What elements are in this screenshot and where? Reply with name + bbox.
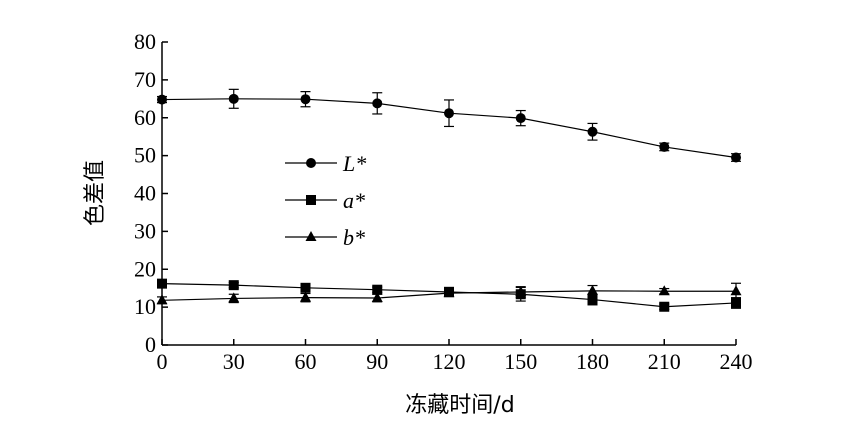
legend-label: a* bbox=[343, 188, 365, 213]
legend-label: L* bbox=[342, 151, 366, 176]
legend-marker bbox=[306, 158, 316, 168]
y-tick-label: 10 bbox=[134, 294, 156, 319]
data-point bbox=[228, 93, 239, 104]
data-point bbox=[515, 113, 526, 124]
legend-item: b* bbox=[285, 225, 365, 250]
x-tick-label: 180 bbox=[576, 349, 609, 374]
data-point bbox=[444, 108, 454, 119]
data-point bbox=[587, 294, 598, 305]
data-point bbox=[300, 282, 311, 293]
legend-marker bbox=[305, 231, 317, 241]
legend-item: a* bbox=[285, 188, 365, 213]
y-axis-title: 色差值 bbox=[83, 160, 108, 226]
data-point bbox=[157, 278, 167, 289]
axes: 0 10 20 30 40 50 60 70 80 0 30 60 90 120 150 180 210 240 bbox=[134, 29, 753, 374]
x-tick-label: 150 bbox=[504, 349, 537, 374]
series-1 bbox=[157, 88, 741, 163]
data-point bbox=[228, 280, 239, 291]
x-tick-label: 30 bbox=[223, 349, 245, 374]
data-point bbox=[300, 94, 311, 105]
data-point bbox=[372, 98, 383, 109]
data-point bbox=[587, 284, 598, 295]
y-tick-label: 60 bbox=[134, 105, 156, 130]
data-point bbox=[515, 285, 527, 296]
x-tick-label: 240 bbox=[720, 349, 753, 374]
x-tick-label: 0 bbox=[157, 349, 168, 374]
y-tick-label: 40 bbox=[134, 181, 156, 206]
y-tick-label: 30 bbox=[134, 218, 156, 243]
x-tick-label: 120 bbox=[433, 349, 466, 374]
x-tick-label: 210 bbox=[648, 349, 681, 374]
data-point bbox=[730, 285, 742, 296]
data-point bbox=[371, 292, 383, 303]
legend-item: L* bbox=[285, 151, 366, 176]
x-tick-label: 90 bbox=[366, 349, 388, 374]
series-3 bbox=[156, 282, 742, 305]
data-point bbox=[587, 126, 598, 137]
legend-marker bbox=[306, 195, 316, 205]
series-layer bbox=[156, 88, 742, 312]
data-point bbox=[659, 141, 670, 152]
data-point bbox=[659, 301, 670, 312]
legend: L* a* b* bbox=[285, 151, 366, 250]
data-point bbox=[156, 294, 168, 305]
data-point bbox=[372, 284, 383, 295]
y-tick-label: 50 bbox=[134, 143, 156, 168]
data-point bbox=[731, 152, 741, 163]
y-tick-label: 20 bbox=[134, 256, 156, 281]
y-tick-label: 80 bbox=[134, 29, 156, 54]
x-tick-label: 60 bbox=[295, 349, 317, 374]
legend-label: b* bbox=[343, 225, 365, 250]
y-tick-label: 0 bbox=[145, 332, 156, 357]
data-point bbox=[300, 291, 311, 302]
x-axis-title: 冻藏时间/d bbox=[405, 393, 514, 418]
data-point bbox=[658, 285, 670, 296]
data-point bbox=[228, 292, 240, 303]
data-point bbox=[731, 297, 741, 308]
data-point bbox=[443, 287, 455, 298]
data-point bbox=[157, 94, 167, 105]
y-tick-label: 70 bbox=[134, 67, 156, 92]
